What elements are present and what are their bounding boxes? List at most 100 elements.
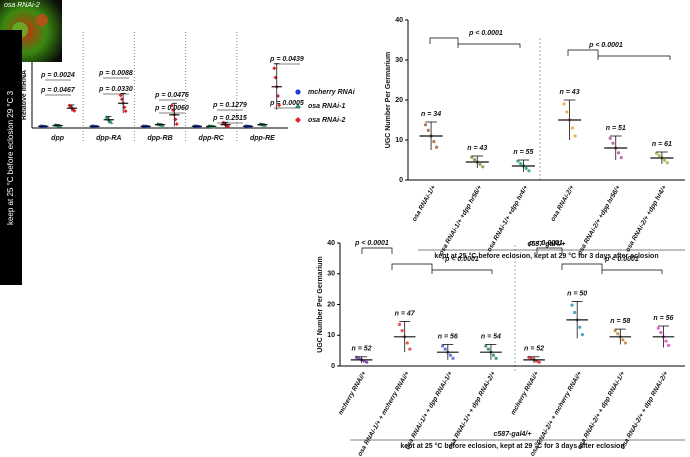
dot-marker [664, 339, 668, 343]
n-label: n = 43 [467, 145, 487, 152]
dot-marker [448, 353, 452, 357]
dot-marker [537, 360, 541, 364]
dot-marker [169, 103, 174, 108]
dot-marker [405, 341, 409, 345]
dot-marker [441, 344, 445, 348]
genotype-label: c587-gal4/+ [494, 431, 532, 438]
dot-marker [423, 123, 428, 127]
n-label: n = 51 [606, 125, 626, 132]
dot-marker [573, 310, 577, 315]
bracket [601, 269, 663, 274]
dot-marker [277, 103, 282, 108]
n-label: n = 52 [524, 346, 544, 353]
dot-marker [400, 329, 404, 333]
bracket [431, 269, 493, 274]
dot-marker [118, 93, 123, 98]
dot-marker [616, 332, 620, 336]
dot-marker [123, 109, 128, 114]
bracket [429, 37, 459, 44]
y-tick-label: 0 [399, 177, 403, 184]
y-axis-label: UGC Number Per Germarium [317, 256, 324, 352]
caption: kept at 25 °C before eclosion, kept at 2… [400, 442, 624, 450]
bracket [597, 55, 671, 60]
bracket [536, 247, 563, 254]
microscopy-detail [36, 14, 48, 26]
dot-marker [656, 326, 660, 330]
dot-marker [272, 66, 277, 71]
p-value: p = 0.0060 [154, 105, 189, 112]
side-label: keep at 25 °C before eclosion 29 °C 3 [6, 90, 15, 225]
dot-marker [616, 151, 621, 155]
n-label: n = 56 [653, 315, 673, 322]
legend-label: mcherry RNAi [308, 89, 356, 96]
dot-marker [435, 145, 439, 149]
dot-marker [443, 347, 447, 351]
y-tick-label: 20 [327, 301, 335, 308]
dot-marker [484, 344, 488, 348]
dot-marker [611, 141, 615, 145]
caption: kept at 25 °C before eclosion, kept at 2… [434, 252, 658, 260]
bracket [391, 263, 433, 270]
x-tick-label: osa RNAi-2/+ + dpp RNAi-1/+ [576, 370, 626, 450]
x-tick-label: osa RNAi-2/+ + dpp RNAi-2/+ [619, 370, 669, 450]
y-axis-label: UGC Number Per Germarium [385, 52, 392, 148]
dot-marker [565, 110, 569, 114]
legend-label: osa RNAi-2 [308, 117, 345, 124]
n-label: n = 55 [513, 149, 533, 156]
p-value: p = 0.0476 [154, 92, 189, 99]
n-label: n = 56 [438, 333, 458, 340]
p-value: p = 0.0467 [40, 87, 76, 94]
genotype-label: c587-gal4/+ [528, 241, 566, 248]
dot-marker [174, 122, 179, 127]
dot-marker [519, 162, 523, 166]
image-label: osa RNAi-2 [4, 2, 40, 9]
dot-marker [472, 158, 477, 162]
p-value: p < 0.0001 [528, 240, 563, 247]
dot-marker [667, 343, 671, 347]
y-axis-label: Relative mRNA [21, 70, 28, 120]
x-tick-label: osa RNAi-2/+ +dpp hr56/+ [576, 184, 622, 256]
x-tick-label: osa RNAi-1/+ +dpp hr56/+ [438, 184, 484, 256]
p-value: p = 0.0024 [40, 72, 75, 79]
p-value: p < 0.0001 [468, 30, 503, 37]
x-tick-label: osa RNAi-2/+ +dpp hr4/+ [624, 184, 668, 253]
p-value: p = 0.1279 [212, 102, 247, 109]
dot-marker [109, 120, 114, 124]
legend-marker [295, 89, 301, 95]
y-tick-label: 30 [395, 57, 403, 64]
n-label: n = 34 [421, 111, 441, 118]
legend-marker [295, 103, 301, 108]
dot-marker [491, 353, 496, 357]
bracket [561, 263, 603, 270]
y-tick-label: 20 [395, 97, 403, 104]
bracket [361, 247, 393, 254]
x-tick-label: dpp-RE [250, 135, 275, 142]
x-tick-label: dpp-RA [96, 135, 121, 142]
x-tick-label: dpp [51, 135, 65, 142]
dot-marker [578, 325, 582, 329]
dot-marker [365, 360, 369, 364]
n-label: n = 52 [352, 346, 372, 353]
dot-marker [562, 102, 566, 106]
y-tick-label: 40 [327, 240, 335, 247]
dot-marker [397, 322, 402, 327]
x-tick-label: dpp-RB [147, 135, 172, 142]
y-tick-label: 30 [327, 271, 335, 278]
p-value: p < 0.0001 [444, 256, 479, 263]
x-tick-label: mcherry RNAi/+ [337, 370, 368, 416]
dot-marker [72, 108, 77, 113]
dot-marker [665, 161, 670, 165]
dot-marker [663, 158, 667, 162]
p-value: p < 0.0001 [588, 42, 623, 49]
dot-marker [619, 156, 623, 160]
p-value: p = 0.0088 [98, 70, 133, 77]
n-label: n = 58 [610, 318, 630, 325]
bracket [457, 43, 521, 48]
dot-marker [580, 333, 584, 337]
n-label: n = 50 [567, 290, 587, 297]
dot-marker [408, 347, 412, 351]
p-value: p = 0.2515 [212, 115, 247, 122]
x-tick-label: mcherry RNAi/+ [510, 370, 541, 416]
legend-label: osa RNAi-1 [308, 103, 345, 110]
